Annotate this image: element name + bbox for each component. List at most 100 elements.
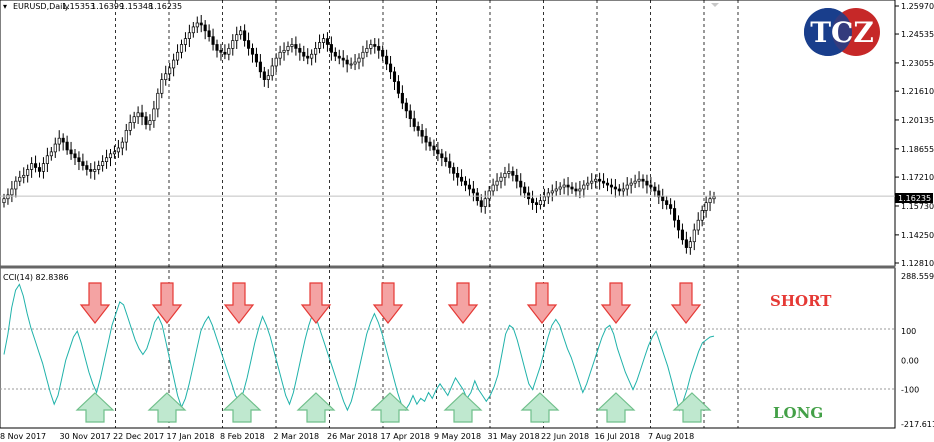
price-axis: 1.25970 1.24535 1.23055 1.21610 1.20135 1.186… xyxy=(895,2,934,268)
time-axis-label: 7 Aug 2018 xyxy=(648,432,694,441)
candle-body xyxy=(605,182,610,186)
candle-body xyxy=(708,198,712,204)
price-tick-label: 1.25970 xyxy=(901,2,934,11)
candle-body xyxy=(321,38,326,43)
short-arrow-icon xyxy=(300,282,332,324)
candle-body xyxy=(282,49,286,53)
candle-body xyxy=(566,184,570,188)
candle-body xyxy=(310,53,314,59)
candle-body xyxy=(22,174,26,178)
candle-body xyxy=(341,57,345,61)
candle-body xyxy=(191,26,195,34)
candle-body xyxy=(231,40,235,49)
candle-body xyxy=(554,188,558,192)
candle-body xyxy=(215,44,219,51)
cci-tick-label: 100 xyxy=(901,327,916,336)
candle-body xyxy=(183,38,187,45)
candle-body xyxy=(558,186,562,190)
candle-body xyxy=(34,163,38,168)
price-tick-label: 1.14250 xyxy=(901,231,934,240)
time-axis-label: 31 May 2018 xyxy=(488,432,540,441)
scroll-shift-marker-icon[interactable] xyxy=(711,3,719,7)
collapse-icon[interactable]: ▾ xyxy=(3,2,7,11)
long-arrow-icon xyxy=(75,392,115,423)
time-axis-label: 22 Dec 2017 xyxy=(113,432,164,441)
candle-body xyxy=(412,118,416,127)
candle-body xyxy=(392,71,397,82)
candle-body xyxy=(81,161,85,166)
candle-body xyxy=(428,141,432,147)
candle-body xyxy=(507,171,511,174)
ohlc-close: 1.16235 xyxy=(149,2,182,11)
time-axis-label: 9 May 2018 xyxy=(434,432,481,441)
candle-body xyxy=(531,198,535,204)
candle-body xyxy=(475,192,479,202)
candle-body xyxy=(467,184,471,190)
candle-body xyxy=(546,192,550,198)
tcz-logo: TCZ xyxy=(804,8,880,56)
candle-body xyxy=(602,180,606,184)
candle-body xyxy=(14,180,18,190)
candle-body xyxy=(637,178,641,182)
candle-body xyxy=(673,208,677,221)
candle-body xyxy=(112,151,116,155)
candle-body xyxy=(18,176,22,182)
price-tick-label: 1.18655 xyxy=(901,145,934,154)
candle-body xyxy=(156,92,160,110)
candle-body xyxy=(704,202,708,211)
candle-body xyxy=(594,178,598,182)
ohlc-low: 1.15348 xyxy=(120,2,153,11)
time-axis-label: 16 Jul 2018 xyxy=(595,432,640,441)
candle-body xyxy=(77,157,81,162)
candle-body xyxy=(574,188,578,192)
candle-body xyxy=(49,151,53,157)
long-arrow-icon xyxy=(147,392,187,423)
candle-body xyxy=(578,188,582,192)
candle-body xyxy=(179,44,184,53)
candle-body xyxy=(523,186,527,194)
candle-body xyxy=(101,161,105,166)
candle-body xyxy=(243,30,247,41)
candle-body xyxy=(542,196,546,202)
candle-body xyxy=(381,49,385,57)
candle-body xyxy=(680,229,684,241)
time-axis-label: 17 Jan 2018 xyxy=(167,432,215,441)
cci-panel xyxy=(0,267,896,429)
cci-line xyxy=(3,283,715,412)
candle-body xyxy=(290,44,294,47)
short-arrow-icon xyxy=(151,282,183,324)
candle-body xyxy=(53,143,57,153)
candle-body xyxy=(69,149,73,155)
long-arrow-icon xyxy=(370,392,410,423)
candle-body xyxy=(45,155,49,164)
candle-body xyxy=(590,180,594,184)
price-tick-label: 1.17210 xyxy=(901,173,934,182)
cci-tick-label: -100 xyxy=(901,386,919,395)
price-tick-label: 1.12810 xyxy=(901,259,934,268)
candle-body xyxy=(41,163,45,172)
candle-body xyxy=(377,46,381,51)
candle-body xyxy=(404,102,408,112)
candle-body xyxy=(140,112,144,118)
chart-header: ▾ EURUSD,Daily 1.15353 1.16399 1.15348 1… xyxy=(3,2,182,11)
long-arrow-icon xyxy=(596,392,636,423)
candle-body xyxy=(515,174,519,182)
candle-body xyxy=(369,44,373,49)
short-arrow-icon xyxy=(372,282,404,324)
candle-body xyxy=(97,165,101,170)
candle-body xyxy=(227,48,231,55)
candle-body xyxy=(89,169,93,172)
candle-body xyxy=(132,116,136,123)
candle-body xyxy=(463,180,468,186)
candle-body xyxy=(306,55,310,59)
candle-body xyxy=(345,59,349,65)
candle-body xyxy=(471,188,475,194)
logo-text: TCZ xyxy=(810,16,874,49)
candle-body xyxy=(621,188,625,192)
candle-body xyxy=(452,167,456,174)
candle-body xyxy=(298,48,302,53)
candle-body xyxy=(294,44,298,49)
candle-body xyxy=(152,108,156,121)
candle-body xyxy=(37,167,42,172)
candle-body xyxy=(396,81,400,94)
